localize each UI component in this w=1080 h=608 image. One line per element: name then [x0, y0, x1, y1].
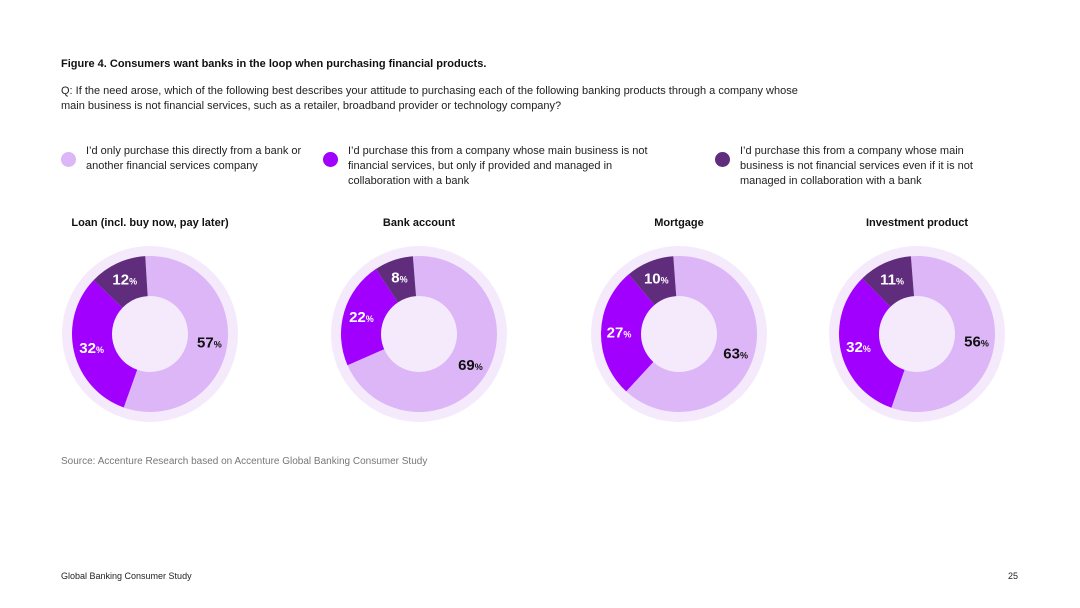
donut-hole: [880, 297, 954, 371]
donut-hole: [642, 297, 716, 371]
legend-label: I’d purchase this from a company whose m…: [740, 145, 973, 187]
segment-direct-only: [626, 256, 757, 412]
donut-chart-bank-account: 69% 22% 8%: [331, 246, 507, 422]
legend-item-direct-only: I’d only purchase this directly from a b…: [61, 144, 306, 174]
segment-without-bank: [93, 256, 148, 308]
segment-direct-only: [123, 256, 228, 412]
legend-swatch: [715, 152, 730, 167]
donut-chart-loan: 57% 32% 12%: [62, 246, 238, 422]
segment-without-bank: [375, 256, 417, 303]
legend-item-without-bank: I’d purchase this from a company whose m…: [715, 144, 1010, 189]
data-label-without-bank: 10%: [644, 270, 669, 287]
chart-title-mortgage: Mortgage: [654, 217, 704, 229]
segment-direct-only: [891, 256, 995, 412]
figure-title: Figure 4. Consumers want banks in the lo…: [61, 58, 487, 70]
source-note: Source: Accenture Research based on Acce…: [61, 456, 428, 467]
data-label-direct-only: 57%: [197, 334, 222, 351]
legend-swatch: [61, 152, 76, 167]
data-label-direct-only: 56%: [964, 334, 989, 351]
segment-with-bank: [341, 269, 398, 366]
donut-hole: [382, 297, 456, 371]
segment-without-bank: [628, 256, 677, 305]
data-label-with-bank: 22%: [349, 309, 374, 326]
chart-title-loan: Loan (incl. buy now, pay later): [71, 217, 229, 229]
segment-without-bank: [862, 256, 915, 307]
data-label-without-bank: 12%: [112, 272, 137, 289]
legend-label: I’d purchase this from a company whose m…: [348, 145, 648, 187]
chart-title-bank-account: Bank account: [382, 217, 456, 229]
data-label-without-bank: 8%: [391, 269, 407, 286]
data-label-without-bank: 11%: [880, 271, 904, 288]
legend-item-with-bank: I’d purchase this from a company whose m…: [323, 144, 648, 189]
donut-hole: [113, 297, 187, 371]
segment-with-bank: [601, 274, 655, 392]
data-label-with-bank: 27%: [607, 325, 632, 342]
data-label-with-bank: 32%: [79, 340, 104, 357]
legend-swatch: [323, 152, 338, 167]
segment-direct-only: [347, 256, 497, 412]
legend-label: I’d only purchase this directly from a b…: [86, 145, 302, 172]
segment-with-bank: [839, 278, 905, 408]
survey-question: Q: If the need arose, which of the follo…: [61, 85, 798, 112]
data-label-direct-only: 63%: [723, 346, 748, 363]
donut-chart-mortgage: 63% 27% 10%: [591, 246, 767, 422]
chart-title-investment: Investment product: [865, 217, 969, 229]
data-label-with-bank: 32%: [846, 339, 871, 356]
donut-chart-investment: 56% 32% 11%: [829, 246, 1005, 422]
footer-report-title: Global Banking Consumer Study: [61, 571, 192, 581]
data-label-direct-only: 69%: [458, 357, 483, 374]
page-number: 25: [1008, 571, 1019, 581]
segment-with-bank: [71, 280, 138, 408]
